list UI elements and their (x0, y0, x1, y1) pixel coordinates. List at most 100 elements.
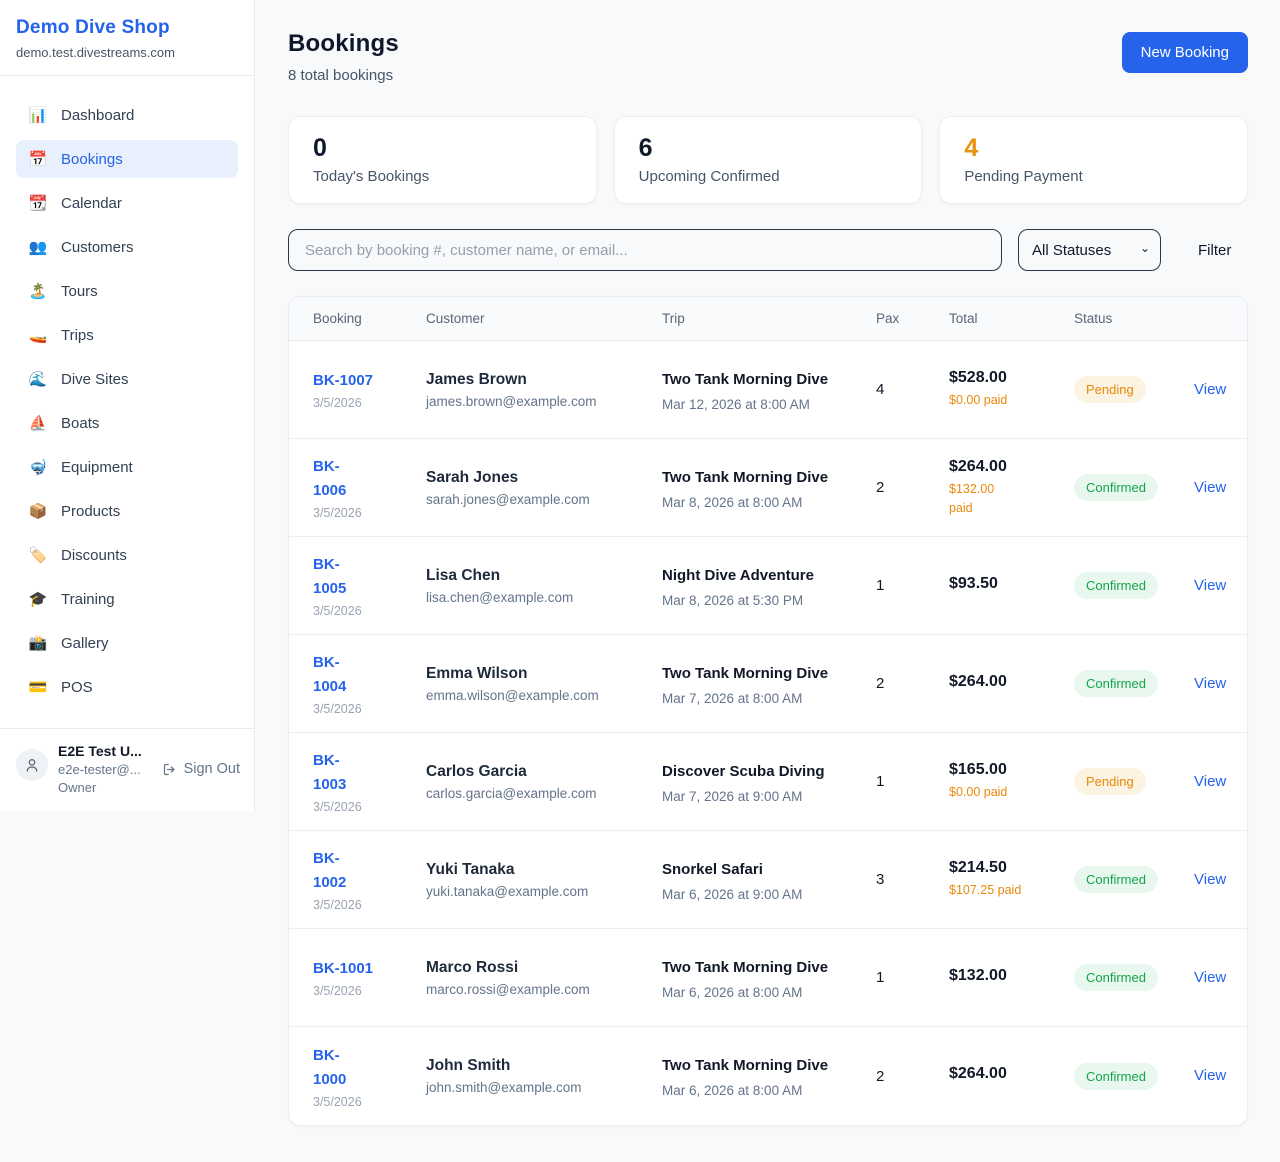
booking-id-link[interactable]: BK- 1005 (313, 556, 347, 597)
booking-cell: BK- 1005 3/5/2026 (313, 553, 426, 618)
products-icon: 📦 (28, 502, 48, 520)
app-title[interactable]: Demo Dive Shop (16, 17, 170, 38)
booking-id-link[interactable]: BK- 1000 (313, 1046, 347, 1088)
column-header: Pax (876, 311, 900, 326)
sidebar-item-label: Products (61, 502, 121, 520)
status-cell: Confirmed (1074, 572, 1194, 599)
search-input[interactable] (288, 229, 1002, 271)
sidebar-item-tours[interactable]: 🏝️ Tours (16, 272, 238, 310)
sidebar-item-label: POS (61, 678, 93, 696)
pax-count: 1 (876, 773, 885, 790)
trip-cell: Night Dive Adventure Mar 8, 2026 at 5:30… (662, 564, 876, 608)
column-header: Customer (426, 311, 485, 326)
pos-icon: 💳 (28, 678, 48, 696)
status-cell: Pending (1074, 376, 1194, 403)
customer-email: emma.wilson@example.com (426, 687, 599, 703)
discounts-icon: 🏷️ (28, 546, 48, 564)
customer-cell: Marco Rossi marco.rossi@example.com (426, 959, 662, 997)
booking-id-link[interactable]: BK- 1006 (313, 458, 347, 499)
status-badge: Confirmed (1074, 866, 1158, 893)
view-cell: View (1194, 773, 1226, 791)
sidebar-item-gallery[interactable]: 📸 Gallery (16, 624, 238, 662)
booking-id-link[interactable]: BK-1001 (313, 960, 374, 977)
booking-id-link[interactable]: BK- 1004 (313, 654, 347, 695)
new-booking-button[interactable]: New Booking (1121, 32, 1248, 73)
trip-name: Two Tank Morning Dive (662, 370, 829, 388)
gallery-icon: 📸 (28, 634, 48, 652)
sidebar-item-label: Bookings (61, 150, 123, 168)
booking-cell: BK- 1000 3/5/2026 (313, 1044, 426, 1109)
view-link[interactable]: View (1194, 968, 1227, 986)
filter-button[interactable]: Filter (1194, 236, 1235, 265)
sign-out-button[interactable]: Sign Out (162, 761, 240, 777)
booking-id-link[interactable]: BK- 1003 (313, 752, 347, 793)
trip-name: Night Dive Adventure (662, 566, 814, 584)
user-role: Owner (58, 780, 97, 795)
customer-name: Emma Wilson (426, 664, 528, 682)
view-link[interactable]: View (1194, 674, 1227, 692)
view-link[interactable]: View (1194, 576, 1227, 594)
page-header: Bookings 8 total bookings New Booking (288, 30, 1248, 84)
sidebar-item-products[interactable]: 📦 Products (16, 492, 238, 530)
view-link[interactable]: View (1194, 870, 1227, 888)
trip-cell: Two Tank Morning Dive Mar 12, 2026 at 8:… (662, 368, 876, 412)
table-row: BK- 1004 3/5/2026 Emma Wilson emma.wilso… (289, 635, 1247, 733)
sidebar-item-pos[interactable]: 💳 POS (16, 668, 238, 706)
trips-icon: 🚤 (28, 326, 48, 344)
total-amount: $264.00 (949, 457, 1007, 475)
sidebar-item-training[interactable]: 🎓 Training (16, 580, 238, 618)
view-cell: View (1194, 381, 1226, 399)
booking-date: 3/5/2026 (313, 800, 362, 814)
sidebar-item-calendar[interactable]: 📆 Calendar (16, 184, 238, 222)
trip-datetime: Mar 6, 2026 at 8:00 AM (662, 1083, 803, 1098)
sidebar-item-customers[interactable]: 👥 Customers (16, 228, 238, 266)
sidebar-item-discounts[interactable]: 🏷️ Discounts (16, 536, 238, 574)
stat-card: 6 Upcoming Confirmed (613, 116, 923, 204)
booking-cell: BK- 1003 3/5/2026 (313, 749, 426, 814)
table-row: BK- 1002 3/5/2026 Yuki Tanaka yuki.tanak… (289, 831, 1247, 929)
view-link[interactable]: View (1194, 772, 1227, 790)
customer-email: yuki.tanaka@example.com (426, 883, 589, 899)
column-header: Booking (313, 311, 362, 326)
sidebar-item-label: Customers (61, 238, 134, 256)
sidebar-item-boats[interactable]: ⛵ Boats (16, 404, 238, 442)
trip-name: Two Tank Morning Dive (662, 664, 829, 682)
status-cell: Confirmed (1074, 474, 1194, 501)
total-amount: $93.50 (949, 574, 998, 592)
status-cell: Pending (1074, 768, 1194, 795)
status-filter-select[interactable]: All Statuses (1018, 229, 1161, 271)
calendar-icon: 📆 (28, 194, 48, 212)
booking-id-link[interactable]: BK- 1002 (313, 850, 347, 891)
bookings-table: Booking Customer Trip Pax Total Status BK-100… (288, 296, 1248, 1126)
total-cell: $264.00 $132.00 paid (949, 458, 1074, 518)
view-cell: View (1194, 969, 1226, 987)
customer-cell: Sarah Jones sarah.jones@example.com (426, 469, 662, 507)
sidebar-item-equipment[interactable]: 🤿 Equipment (16, 448, 238, 486)
pax-count: 2 (876, 479, 885, 496)
view-link[interactable]: View (1194, 380, 1227, 398)
booking-date: 3/5/2026 (313, 506, 362, 520)
brand-block: Demo Dive Shop demo.test.divestreams.com (0, 0, 254, 76)
customer-name: James Brown (426, 370, 527, 388)
pax-count: 1 (876, 969, 885, 986)
stat-value: 4 (964, 134, 979, 162)
view-link[interactable]: View (1194, 478, 1227, 496)
sidebar-item-bookings[interactable]: 📅 Bookings (16, 140, 238, 178)
dive-sites-icon: 🌊 (28, 370, 48, 388)
customer-name: Lisa Chen (426, 566, 501, 584)
bookings-icon: 📅 (28, 150, 48, 168)
view-cell: View (1194, 1067, 1226, 1085)
sidebar-item-dashboard[interactable]: 📊 Dashboard (16, 96, 238, 134)
stat-card: 0 Today's Bookings (288, 116, 597, 204)
sidebar-item-dive-sites[interactable]: 🌊 Dive Sites (16, 360, 238, 398)
page-title-block: Bookings 8 total bookings (288, 30, 399, 84)
app-root: Demo Dive Shop demo.test.divestreams.com… (0, 0, 1248, 1126)
booking-date: 3/5/2026 (313, 898, 362, 912)
booking-id-link[interactable]: BK-1007 (313, 372, 374, 389)
sidebar-item-trips[interactable]: 🚤 Trips (16, 316, 238, 354)
trip-cell: Two Tank Morning Dive Mar 6, 2026 at 8:0… (662, 1054, 876, 1098)
pax-count: 1 (876, 577, 885, 594)
total-amount: $165.00 (949, 761, 1007, 779)
view-link[interactable]: View (1194, 1067, 1227, 1084)
sidebar-item-label: Dive Sites (61, 370, 129, 388)
